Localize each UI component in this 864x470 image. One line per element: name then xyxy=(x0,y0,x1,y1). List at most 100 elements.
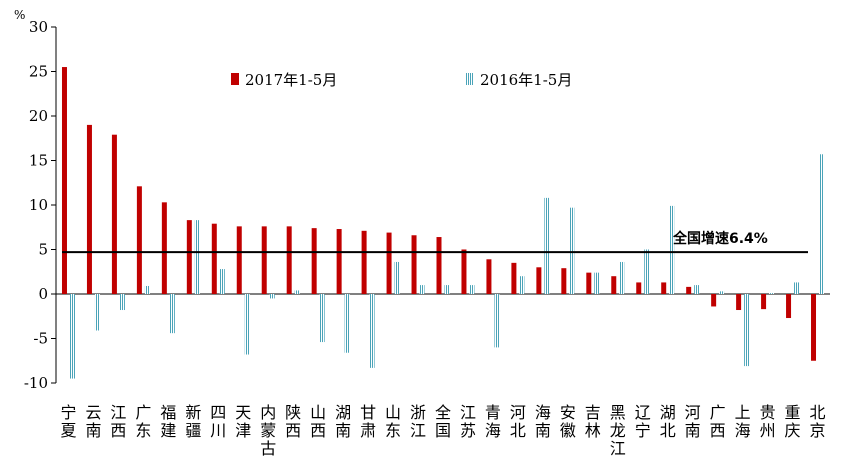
bar-2017 xyxy=(361,230,367,294)
bar-2017 xyxy=(486,259,492,294)
x-category-label: 北京 xyxy=(810,403,826,440)
x-category-label: 重庆 xyxy=(785,403,801,440)
bar-2016 xyxy=(544,197,550,294)
bar-2016 xyxy=(344,294,350,353)
bar-2017 xyxy=(436,237,442,294)
x-category-label: 安徽 xyxy=(560,403,576,440)
x-category-label: 天津 xyxy=(235,403,251,440)
bar-2017 xyxy=(561,268,567,294)
bar-2016 xyxy=(694,285,700,294)
x-category-label: 福建 xyxy=(160,403,176,440)
bar-2016 xyxy=(469,285,475,294)
bar-2017 xyxy=(186,220,192,294)
bar-2017 xyxy=(511,262,517,294)
x-category-label: 浙江 xyxy=(410,403,426,440)
bar-2016 xyxy=(269,294,275,299)
x-category-label: 吉林 xyxy=(585,403,601,440)
bar-2017 xyxy=(586,272,592,294)
y-tick-label: 5 xyxy=(38,241,48,259)
legend-label-2017: 2017年1-5月 xyxy=(245,71,337,89)
x-category-label: 河北 xyxy=(510,403,526,440)
bar-2017 xyxy=(211,223,217,294)
x-category-label: 新疆 xyxy=(185,403,201,440)
bar-2016 xyxy=(194,220,200,294)
bar-2016 xyxy=(644,249,650,294)
bar-2017 xyxy=(86,124,92,295)
bar-2016 xyxy=(294,290,300,294)
bar-2017 xyxy=(711,294,717,307)
bars-group xyxy=(61,67,825,379)
bar-2017 xyxy=(786,294,792,319)
bar-2017 xyxy=(236,226,242,294)
bar-2017 xyxy=(161,202,167,294)
x-category-label: 陕西 xyxy=(285,403,301,440)
bar-2017 xyxy=(336,229,342,294)
bar-2017 xyxy=(61,67,67,294)
bar-2017 xyxy=(686,286,692,294)
y-tick-label: 15 xyxy=(29,152,48,170)
bar-2016 xyxy=(494,294,500,348)
x-axis-labels: 宁夏云南江西广东福建新疆四川天津内蒙古陕西山西湖南甘肃山东浙江全国江苏青海河北海… xyxy=(60,403,825,458)
bar-2017 xyxy=(111,134,117,294)
x-category-label: 江苏 xyxy=(460,403,476,440)
x-category-label: 江西 xyxy=(110,403,126,440)
y-tick-label: 25 xyxy=(29,63,48,81)
bar-2017 xyxy=(761,294,767,310)
x-category-label: 广西 xyxy=(710,403,726,440)
bar-2017 xyxy=(411,235,417,294)
y-tick-label: 20 xyxy=(29,107,48,125)
legend-swatch-2016 xyxy=(466,73,474,85)
legend-swatch-2017 xyxy=(231,73,239,85)
y-tick-label: -10 xyxy=(24,374,48,392)
bar-2016 xyxy=(119,294,125,311)
bar-2016 xyxy=(519,276,525,294)
bar-2016 xyxy=(619,261,625,294)
x-category-label: 山东 xyxy=(385,403,401,440)
x-category-label: 湖北 xyxy=(660,403,676,440)
bar-2017 xyxy=(811,294,817,361)
y-axis: 30 25 20 15 10 5 0 -5 -10 xyxy=(24,18,830,392)
bar-2016 xyxy=(319,294,325,343)
national-growth-label: 全国增速6.4% xyxy=(672,230,768,247)
y-axis-unit-label: % xyxy=(14,8,25,22)
x-category-label: 辽宁 xyxy=(635,403,651,440)
legend: 2017年1-5月 2016年1-5月 xyxy=(231,71,572,89)
bar-2017 xyxy=(536,267,542,294)
bar-2016 xyxy=(169,294,175,334)
bar-2016 xyxy=(744,294,750,367)
bar-2016 xyxy=(419,285,425,294)
bar-2017 xyxy=(736,294,742,311)
x-category-label: 海南 xyxy=(535,403,551,440)
bar-2017 xyxy=(636,282,642,294)
x-category-label: 全国 xyxy=(435,403,451,440)
bar-2016 xyxy=(69,294,75,379)
x-category-label: 四川 xyxy=(210,403,226,440)
bar-2016 xyxy=(369,294,375,368)
bar-2016 xyxy=(769,293,775,294)
bar-2016 xyxy=(144,285,150,294)
reference-line-group: 全国增速6.4% xyxy=(62,230,808,254)
bar-2017 xyxy=(311,228,317,294)
bar-2016 xyxy=(669,205,675,294)
bar-2017 xyxy=(661,282,667,294)
x-category-label: 上海 xyxy=(735,403,751,440)
bar-2016 xyxy=(719,291,725,294)
y-tick-label: 30 xyxy=(29,18,48,36)
x-category-label: 湖南 xyxy=(335,403,351,440)
x-category-label: 宁夏 xyxy=(60,403,76,440)
y-tick-label: 0 xyxy=(38,285,48,303)
bar-2016 xyxy=(594,272,600,294)
bar-2016 xyxy=(244,294,250,355)
bar-2016 xyxy=(94,294,100,331)
x-category-label: 广东 xyxy=(135,403,151,440)
bar-2016 xyxy=(819,154,825,294)
bar-2017 xyxy=(136,186,142,294)
y-tick-label: 10 xyxy=(29,196,48,214)
bar-2017 xyxy=(261,226,267,294)
x-category-label: 山西 xyxy=(310,403,326,440)
x-category-label: 河南 xyxy=(685,403,701,440)
x-category-label: 青海 xyxy=(485,403,501,440)
bar-2017 xyxy=(461,249,467,294)
bar-2017 xyxy=(611,276,617,294)
y-tick-label: -5 xyxy=(33,330,48,348)
